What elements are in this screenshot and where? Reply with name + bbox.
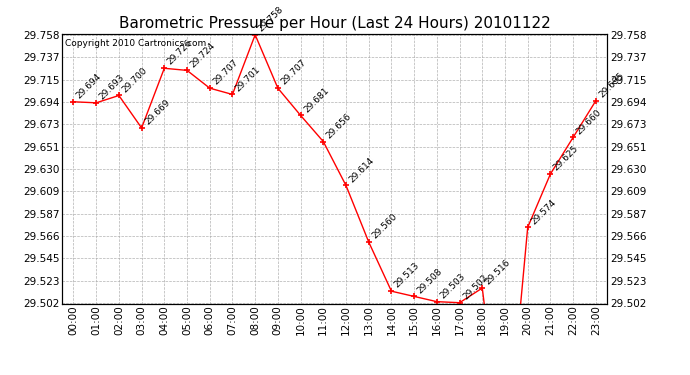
Title: Barometric Pressure per Hour (Last 24 Hours) 20101122: Barometric Pressure per Hour (Last 24 Ho… (119, 16, 551, 31)
Text: 29.669: 29.669 (143, 98, 172, 126)
Text: 29.560: 29.560 (370, 212, 399, 241)
Text: 29.625: 29.625 (552, 144, 580, 172)
Text: 29.693: 29.693 (97, 73, 126, 101)
Text: 29.707: 29.707 (279, 58, 308, 87)
Text: 29.516: 29.516 (484, 258, 512, 286)
Text: Copyright 2010 Cartronics.com: Copyright 2010 Cartronics.com (65, 39, 206, 48)
Text: 29.503: 29.503 (438, 272, 467, 300)
Text: 29.614: 29.614 (347, 156, 376, 184)
Text: 29.574: 29.574 (529, 197, 558, 226)
Text: 29.701: 29.701 (234, 64, 262, 93)
Text: 29.726: 29.726 (166, 38, 195, 67)
Text: 29.513: 29.513 (393, 261, 422, 290)
Text: 29.758: 29.758 (257, 5, 285, 33)
Text: 29.656: 29.656 (325, 111, 353, 140)
Text: 29.508: 29.508 (415, 266, 444, 295)
Text: 29.502: 29.502 (461, 273, 489, 302)
Text: 29.660: 29.660 (575, 107, 603, 136)
Text: 29.694: 29.694 (75, 72, 104, 100)
Text: 29.339: 29.339 (0, 374, 1, 375)
Text: 29.707: 29.707 (211, 58, 239, 87)
Text: 29.700: 29.700 (120, 66, 149, 94)
Text: 29.695: 29.695 (598, 71, 626, 99)
Text: 29.681: 29.681 (302, 86, 331, 114)
Text: 29.724: 29.724 (188, 40, 217, 69)
